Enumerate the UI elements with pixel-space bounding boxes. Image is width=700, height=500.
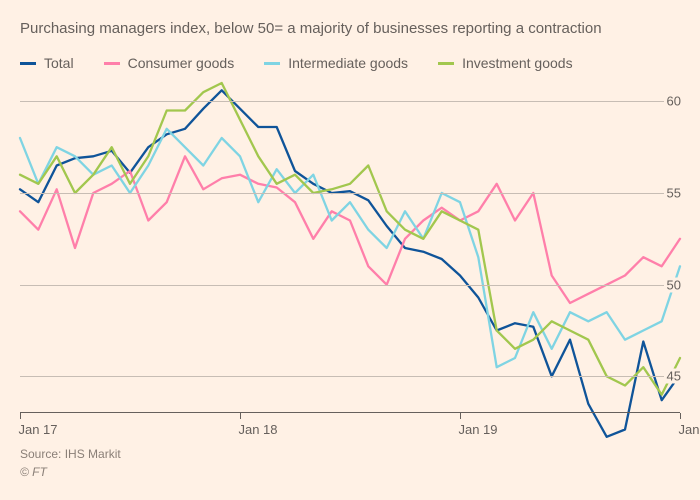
x-axis-label: Jan 19 [458,422,497,437]
x-axis-label: Jan 17 [18,422,57,437]
legend-item: Consumer goods [104,55,235,71]
series-line [20,129,680,367]
legend-swatch [438,62,454,65]
legend-item: Investment goods [438,55,573,71]
pmi-line-chart: Purchasing managers index, below 50= a m… [0,0,700,500]
legend-label: Intermediate goods [288,55,408,71]
chart-subtitle: Purchasing managers index, below 50= a m… [20,20,680,37]
legend-swatch [20,62,36,65]
plot-area: 45505560Jan 17Jan 18Jan 19Jan 20 [20,83,680,413]
x-axis-label: Jan 18 [238,422,277,437]
legend-label: Consumer goods [128,55,235,71]
y-axis-label: 45 [664,369,684,384]
gridline [20,193,680,194]
chart-legend: Total Consumer goods Intermediate goods Inv… [20,55,680,71]
gridline [20,285,680,286]
gridline [20,376,680,377]
x-tick [460,413,461,419]
y-axis-label: 50 [664,277,684,292]
legend-label: Investment goods [462,55,573,71]
chart-credit: © FT [20,465,680,479]
series-line [20,90,680,437]
chart-source: Source: IHS Markit [20,447,680,461]
x-axis-label: Jan 20 [678,422,700,437]
y-axis-label: 55 [664,186,684,201]
legend-item: Total [20,55,74,71]
series-line [20,83,680,395]
legend-label: Total [44,55,74,71]
x-tick [240,413,241,419]
x-tick [680,413,681,419]
gridline [20,101,680,102]
legend-swatch [104,62,120,65]
chart-lines [20,83,680,413]
x-tick [20,413,21,419]
legend-swatch [264,62,280,65]
x-axis [20,412,680,413]
y-axis-label: 60 [664,94,684,109]
legend-item: Intermediate goods [264,55,408,71]
